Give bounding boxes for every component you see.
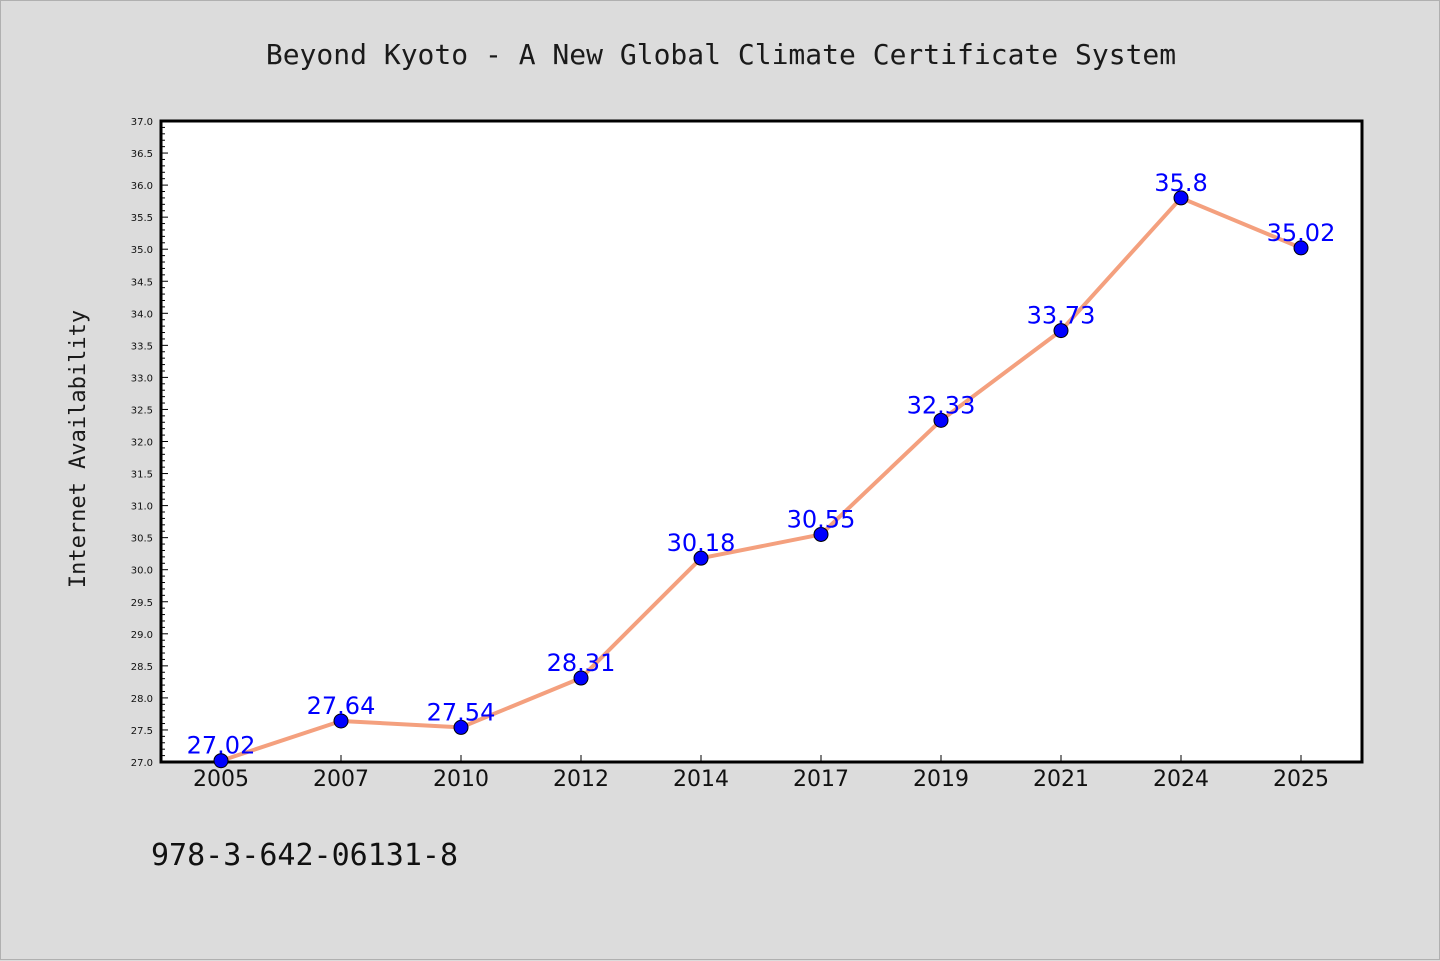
data-point [453,719,469,735]
data-label: 35.8 [1154,169,1207,197]
series-line [219,195,1303,763]
y-tick-label: 37.0 [131,117,153,128]
x-tick-label: 2021 [1033,767,1089,792]
y-tick-label: 30.5 [131,534,153,545]
data-label: 35.02 [1267,219,1336,247]
series-line-group [213,190,1309,769]
data-label: 27.64 [307,692,376,720]
x-tick-label: 2012 [553,767,609,792]
y-tick-label: 27.5 [131,726,153,737]
y-tick-label: 30.0 [131,566,153,577]
x-tick-label: 2025 [1273,767,1329,792]
x-tick-label: 2005 [193,767,249,792]
data-point [1053,323,1069,339]
x-tick-label: 2007 [313,767,369,792]
y-tick-label: 28.0 [131,694,153,705]
y-axis-label: Internet Availability [66,310,91,588]
data-point [933,412,949,428]
data-point [693,550,709,566]
y-tick-label: 31.5 [131,470,153,481]
plot-area [159,119,1364,764]
data-point [573,670,589,686]
data-point [213,753,229,769]
data-point [333,713,349,729]
y-tick-label: 34.0 [131,309,153,320]
data-label: 27.54 [427,698,496,726]
y-tick-label: 29.0 [131,630,153,641]
y-tick-label: 29.5 [131,598,153,609]
y-tick-label: 34.5 [131,277,153,288]
y-tick-label: 36.5 [131,149,153,160]
y-tick-label: 32.0 [131,438,153,449]
x-tick-label: 2014 [673,767,729,792]
x-tick-label: 2019 [913,767,969,792]
y-tick-label: 28.5 [131,662,153,673]
x-tick-label: 2017 [793,767,849,792]
data-label: 32.33 [907,391,976,419]
data-label: 27.02 [187,732,256,760]
y-tick-label: 35.5 [131,213,153,224]
x-tick-label: 2024 [1153,767,1209,792]
y-tick-label: 33.5 [131,341,153,352]
data-label: 30.18 [667,529,736,557]
y-tick-label: 35.0 [131,245,153,256]
data-point [1173,190,1189,206]
data-label: 30.55 [787,505,856,533]
data-label: 28.31 [547,649,616,677]
y-tick-label: 31.0 [131,502,153,513]
y-tick-label: 33.0 [131,373,153,384]
data-point [1293,240,1309,256]
y-tick-label: 27.0 [131,758,153,769]
y-axis: 27.0 27.5 28.0 28.5 29.0 29.5 30.0 30.5 31.0 31.5… [131,117,168,769]
x-axis: 2005 2007 2010 2012 2014 2017 2019 2021 2024 2025 [193,755,1329,792]
x-tick-label: 2010 [433,767,489,792]
data-label: 33.73 [1027,302,1096,330]
y-tick-label: 36.0 [131,181,153,192]
chart-title: Beyond Kyoto - A New Global Climate Cert… [266,38,1176,71]
y-tick-label: 32.5 [131,405,153,416]
data-point [813,526,829,542]
data-labels: 27.02 27.64 27.54 28.31 30.18 30.55 32.33 33.73… [187,169,1336,760]
